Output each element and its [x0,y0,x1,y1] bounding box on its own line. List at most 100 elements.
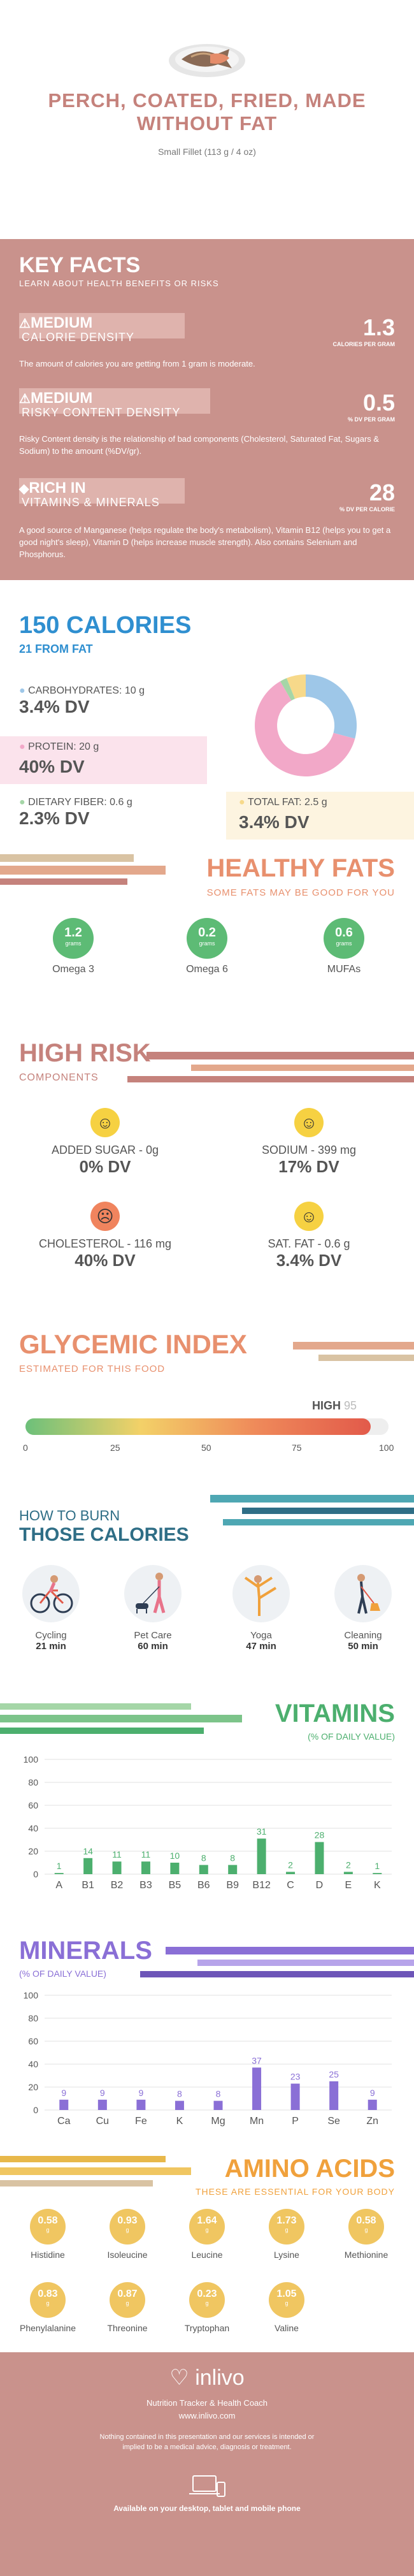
risk-label: SAT. FAT - 0.6 g [268,1237,350,1250]
minerals-section: MINERALS (% OF DAILY VALUE) 100 80 60 40 20 0… [0,1932,414,2161]
protein-dv: 40% DV [19,757,85,776]
risk-dv: 40% DV [75,1251,136,1270]
calories-title: 150 CALORIES [19,612,192,639]
fat-name: Omega 6 [186,964,228,975]
bar [199,1865,208,1874]
decor-stripe [0,1715,242,1722]
tick-label: 75 [292,1443,302,1453]
bar [136,2099,146,2110]
x-tick-label: Mg [211,2116,225,2127]
bar-value-label: 1 [57,1861,62,1871]
high-risk-subtitle: COMPONENTS [19,1072,99,1083]
bar [170,1863,180,1874]
amino-name: Tryptophan [184,2323,230,2333]
amino-subtitle: THESE ARE ESSENTIAL FOR YOUR BODY [195,2187,395,2197]
fact-label: RISKY CONTENT DENSITY [22,406,181,419]
bar [329,2081,339,2110]
x-tick-label: B5 [169,1880,182,1891]
happy-face-icon: ☺ [90,1108,120,1137]
amino-value: 0.23 [197,2289,217,2299]
y-tick-label: 40 [28,1823,38,1833]
amino-item: 0.23 g Tryptophan [175,2282,239,2333]
vitamins-section: VITAMINS (% OF DAILY VALUE) 100 80 60 40 20 0… [0,1696,414,1925]
fat-name: MUFAs [327,964,361,975]
bar-value-label: 11 [141,1849,151,1859]
decor-stripe [210,1495,414,1503]
brand-url[interactable]: www.inlivo.com [178,2411,236,2420]
x-tick-label: Se [327,2116,340,2127]
amino-name: Leucine [191,2250,223,2260]
decor-stripe [0,2180,153,2187]
activity-time: 50 min [348,1641,378,1652]
amino-item: 0.58 g Histidine [16,2209,80,2260]
sad-face-icon: ☹ [90,1202,120,1231]
amino-unit: g [285,2300,289,2306]
vitamins-bar-chart: 100 80 60 40 20 0 1 A 14 B1 11 B2 11 B3 10 B5 8 B6 8 B9 31 B1… [24,1754,392,1891]
happy-face-icon: ☺ [294,1202,324,1231]
key-facts-title: KEY FACTS [19,253,141,277]
y-tick-label: 0 [33,2105,38,2115]
fat-dv: 3.4% DV [239,812,310,832]
bar [286,1872,296,1874]
fact-label: CALORIE DENSITY [22,331,135,344]
key-facts-subtitle: LEARN ABOUT HEALTH BENEFITS OR RISKS [19,279,219,288]
fiber-stat: ● DIETARY FIBER: 0.6 g 2.3% DV [19,797,210,829]
bar [257,1838,266,1874]
protein-label: PROTEIN: 20 g [28,741,99,752]
bar [343,1872,353,1874]
decor-stripe [0,1728,204,1734]
amino-unit: g [125,2300,129,2306]
glycemic-scale [25,1418,389,1435]
cycling-icon [22,1565,80,1622]
macro-donut-chart [242,662,369,789]
bar-value-label: 8 [201,1853,206,1863]
y-tick-label: 20 [28,1846,38,1856]
x-tick-label: B9 [226,1880,239,1891]
bar [97,2099,107,2110]
fact-description: A good source of Manganese (helps regula… [19,525,391,559]
bar-value-label: 9 [370,2088,375,2098]
tick-label: 25 [110,1443,120,1453]
bar [59,2099,69,2110]
bullet-icon: ● [239,797,245,808]
amino-unit: g [285,2227,289,2233]
fat-badge: 0.2 grams [187,918,227,959]
donut-fiber-slice [280,678,296,701]
bar-value-label: 28 [315,1830,325,1840]
bar [175,2100,184,2110]
burn-item-cleaning: Cleaning 50 min [325,1565,401,1652]
y-tick-label: 100 [24,1990,39,2000]
x-tick-label: A [55,1880,62,1891]
x-tick-label: B3 [139,1880,152,1891]
fact-unit: % DV PER CALORIE [339,506,395,513]
star-icon: ◆ [19,482,29,496]
page-title: PERCH, COATED, FRIED, MADE WITHOUT FAT [48,89,366,135]
fact-risky-content: ⚠MEDIUM RISKY CONTENT DENSITY 0.5 % DV P… [19,388,395,477]
dog-walking-icon [124,1565,182,1622]
bar [228,1865,238,1874]
x-tick-label: Ca [57,2116,71,2127]
decor-stripe [0,2156,166,2162]
fiber-label: DIETARY FIBER: 0.6 g [28,797,132,808]
amino-value: 1.73 [276,2215,297,2226]
minerals-title: MINERALS [19,1937,152,1965]
amino-name: Phenylalanine [20,2323,76,2333]
minerals-bar-chart: 100 80 60 40 20 0 9 Ca 9 Cu 9 Fe 8 K 8 Mg 37 Mn 23 P 25 Se 9 Zn [24,1990,392,2127]
fact-value: 0.5 [362,389,395,416]
amino-unit: g [205,2227,209,2233]
header: PERCH, COATED, FRIED, MADE WITHOUT FAT S… [0,0,414,198]
amino-name: Histidine [31,2250,65,2260]
glycemic-level: HIGH [312,1399,341,1412]
decor-stripe [0,1703,191,1710]
x-tick-label: C [287,1880,294,1891]
amino-unit: g [46,2300,50,2306]
x-tick-label: B12 [252,1880,271,1891]
risk-sat-fat: ☺ SAT. FAT - 0.6 g 3.4% DV [217,1202,401,1270]
carbs-dv: 3.4% DV [19,697,90,717]
fat-stat: ● TOTAL FAT: 2.5 g 3.4% DV [226,792,414,840]
decor-stripe [0,878,127,885]
risk-label: ADDED SUGAR - 0g [51,1144,159,1156]
amino-name: Lysine [274,2250,299,2260]
amino-badge: 1.64 g [189,2209,225,2245]
y-tick-label: 40 [28,2059,38,2069]
